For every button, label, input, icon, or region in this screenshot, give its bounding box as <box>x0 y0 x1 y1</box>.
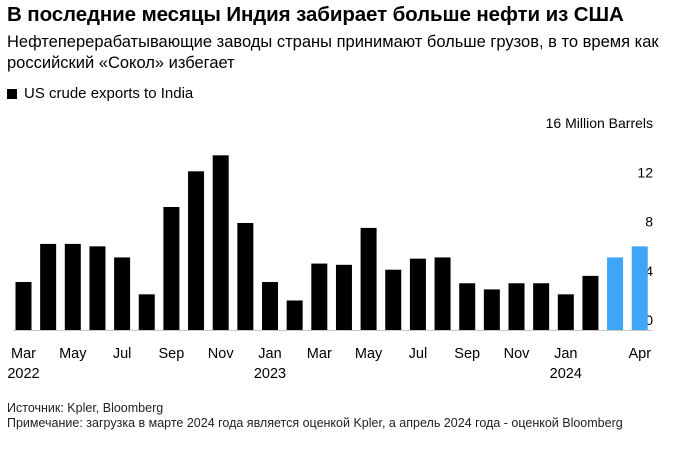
bar <box>15 282 32 330</box>
bar <box>557 294 574 330</box>
x-tick-month: Sep <box>454 346 480 362</box>
x-tick-month: May <box>59 346 87 362</box>
x-tick-month: Jan <box>258 346 281 362</box>
x-tick-month: Sep <box>158 346 184 362</box>
legend: US crude exports to India <box>7 85 193 102</box>
bar <box>582 275 599 330</box>
x-tick-year: 2023 <box>254 366 286 382</box>
bar <box>138 294 155 330</box>
estimate-bar <box>631 246 648 330</box>
y-tick-label: 12 <box>637 164 653 180</box>
bar <box>188 171 205 330</box>
source-text: Источник: Kpler, Bloomberg <box>7 401 164 415</box>
bar <box>311 263 328 330</box>
bar <box>533 283 550 330</box>
x-tick-month: Jan <box>554 346 577 362</box>
bar <box>212 155 229 330</box>
x-tick-month: Jul <box>113 346 132 362</box>
bar <box>286 300 303 330</box>
note-text: Примечание: загрузка в марте 2024 года я… <box>7 416 623 430</box>
bar <box>64 243 81 330</box>
bar <box>385 269 402 330</box>
x-tick-year: 2022 <box>7 366 39 382</box>
legend-label: US crude exports to India <box>24 85 194 102</box>
bar <box>459 283 476 330</box>
bar <box>262 282 278 330</box>
bar <box>40 243 57 330</box>
bar <box>335 264 352 330</box>
bar <box>409 258 426 330</box>
bar <box>434 257 451 330</box>
bar <box>89 246 106 330</box>
bar <box>163 207 180 330</box>
y-tick-label: 8 <box>645 214 653 230</box>
bar <box>237 222 254 330</box>
source-block: Источник: Kpler, Bloomberg Примечание: з… <box>7 401 677 431</box>
x-tick-month: Mar <box>11 346 36 362</box>
bar <box>508 283 525 330</box>
bar <box>114 257 131 330</box>
x-tick-year: 2024 <box>550 366 582 382</box>
bar <box>483 289 500 330</box>
bar-chart: 0 4 8 12 16 Million Barrels Mar 2022 May Jul Sep N… <box>7 115 653 382</box>
estimate-bar <box>607 257 624 330</box>
x-tick-month: Jul <box>409 346 428 362</box>
x-tick-month: Apr <box>628 346 651 362</box>
chart-title: В последние месяцы Индия забирает больше… <box>7 3 624 26</box>
x-tick-month: Mar <box>307 346 332 362</box>
x-tick-month: May <box>355 346 383 362</box>
x-tick-month: Nov <box>504 346 531 362</box>
chart-subtitle: Нефтеперерабатывающие заводы страны прин… <box>7 33 659 72</box>
y-tick-label: 16 Million Barrels <box>546 115 653 131</box>
legend-swatch <box>7 88 17 99</box>
x-tick-month: Nov <box>208 346 235 362</box>
bar <box>360 227 377 330</box>
y-tick-label: 0 <box>645 312 653 328</box>
y-tick-label: 4 <box>645 263 653 279</box>
